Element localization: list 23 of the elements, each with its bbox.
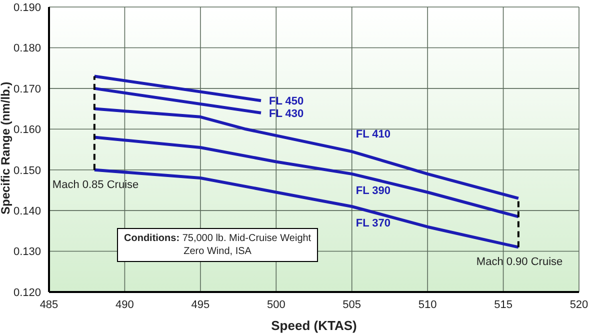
x-tick-label: 490 — [116, 298, 134, 311]
x-tick-label: 500 — [266, 298, 286, 311]
annotation: Mach 0.90 Cruise — [476, 256, 563, 268]
y-tick-label: 0.190 — [13, 2, 41, 14]
y-tick-label: 0.130 — [13, 246, 41, 258]
y-tick-label: 0.170 — [13, 83, 41, 96]
y-tick-label: 0.120 — [13, 286, 41, 299]
y-tick-label: 0.150 — [13, 164, 41, 177]
x-tick-label: 510 — [418, 298, 437, 311]
x-tick-label: 505 — [342, 298, 362, 311]
y-axis-title: Specific Range (nm/lb.) — [0, 82, 12, 214]
x-tick-label: 520 — [570, 298, 588, 311]
series-label: FL 410 — [356, 128, 391, 141]
y-tick-label: 0.180 — [13, 42, 41, 55]
series-label: FL 370 — [356, 218, 391, 230]
y-tick-label: 0.140 — [13, 205, 41, 218]
series-label: FL 390 — [356, 184, 391, 197]
x-tick-label: 485 — [40, 298, 58, 311]
x-tick-label: 515 — [494, 298, 512, 311]
y-tick-label: 0.160 — [13, 124, 41, 136]
annotation: Conditions: 75,000 lb. Mid-Cruise Weight Zero Wind, ISA — [124, 232, 312, 258]
x-axis-title: Speed (KTAS) — [271, 318, 357, 333]
x-tick-label: 495 — [191, 298, 210, 311]
